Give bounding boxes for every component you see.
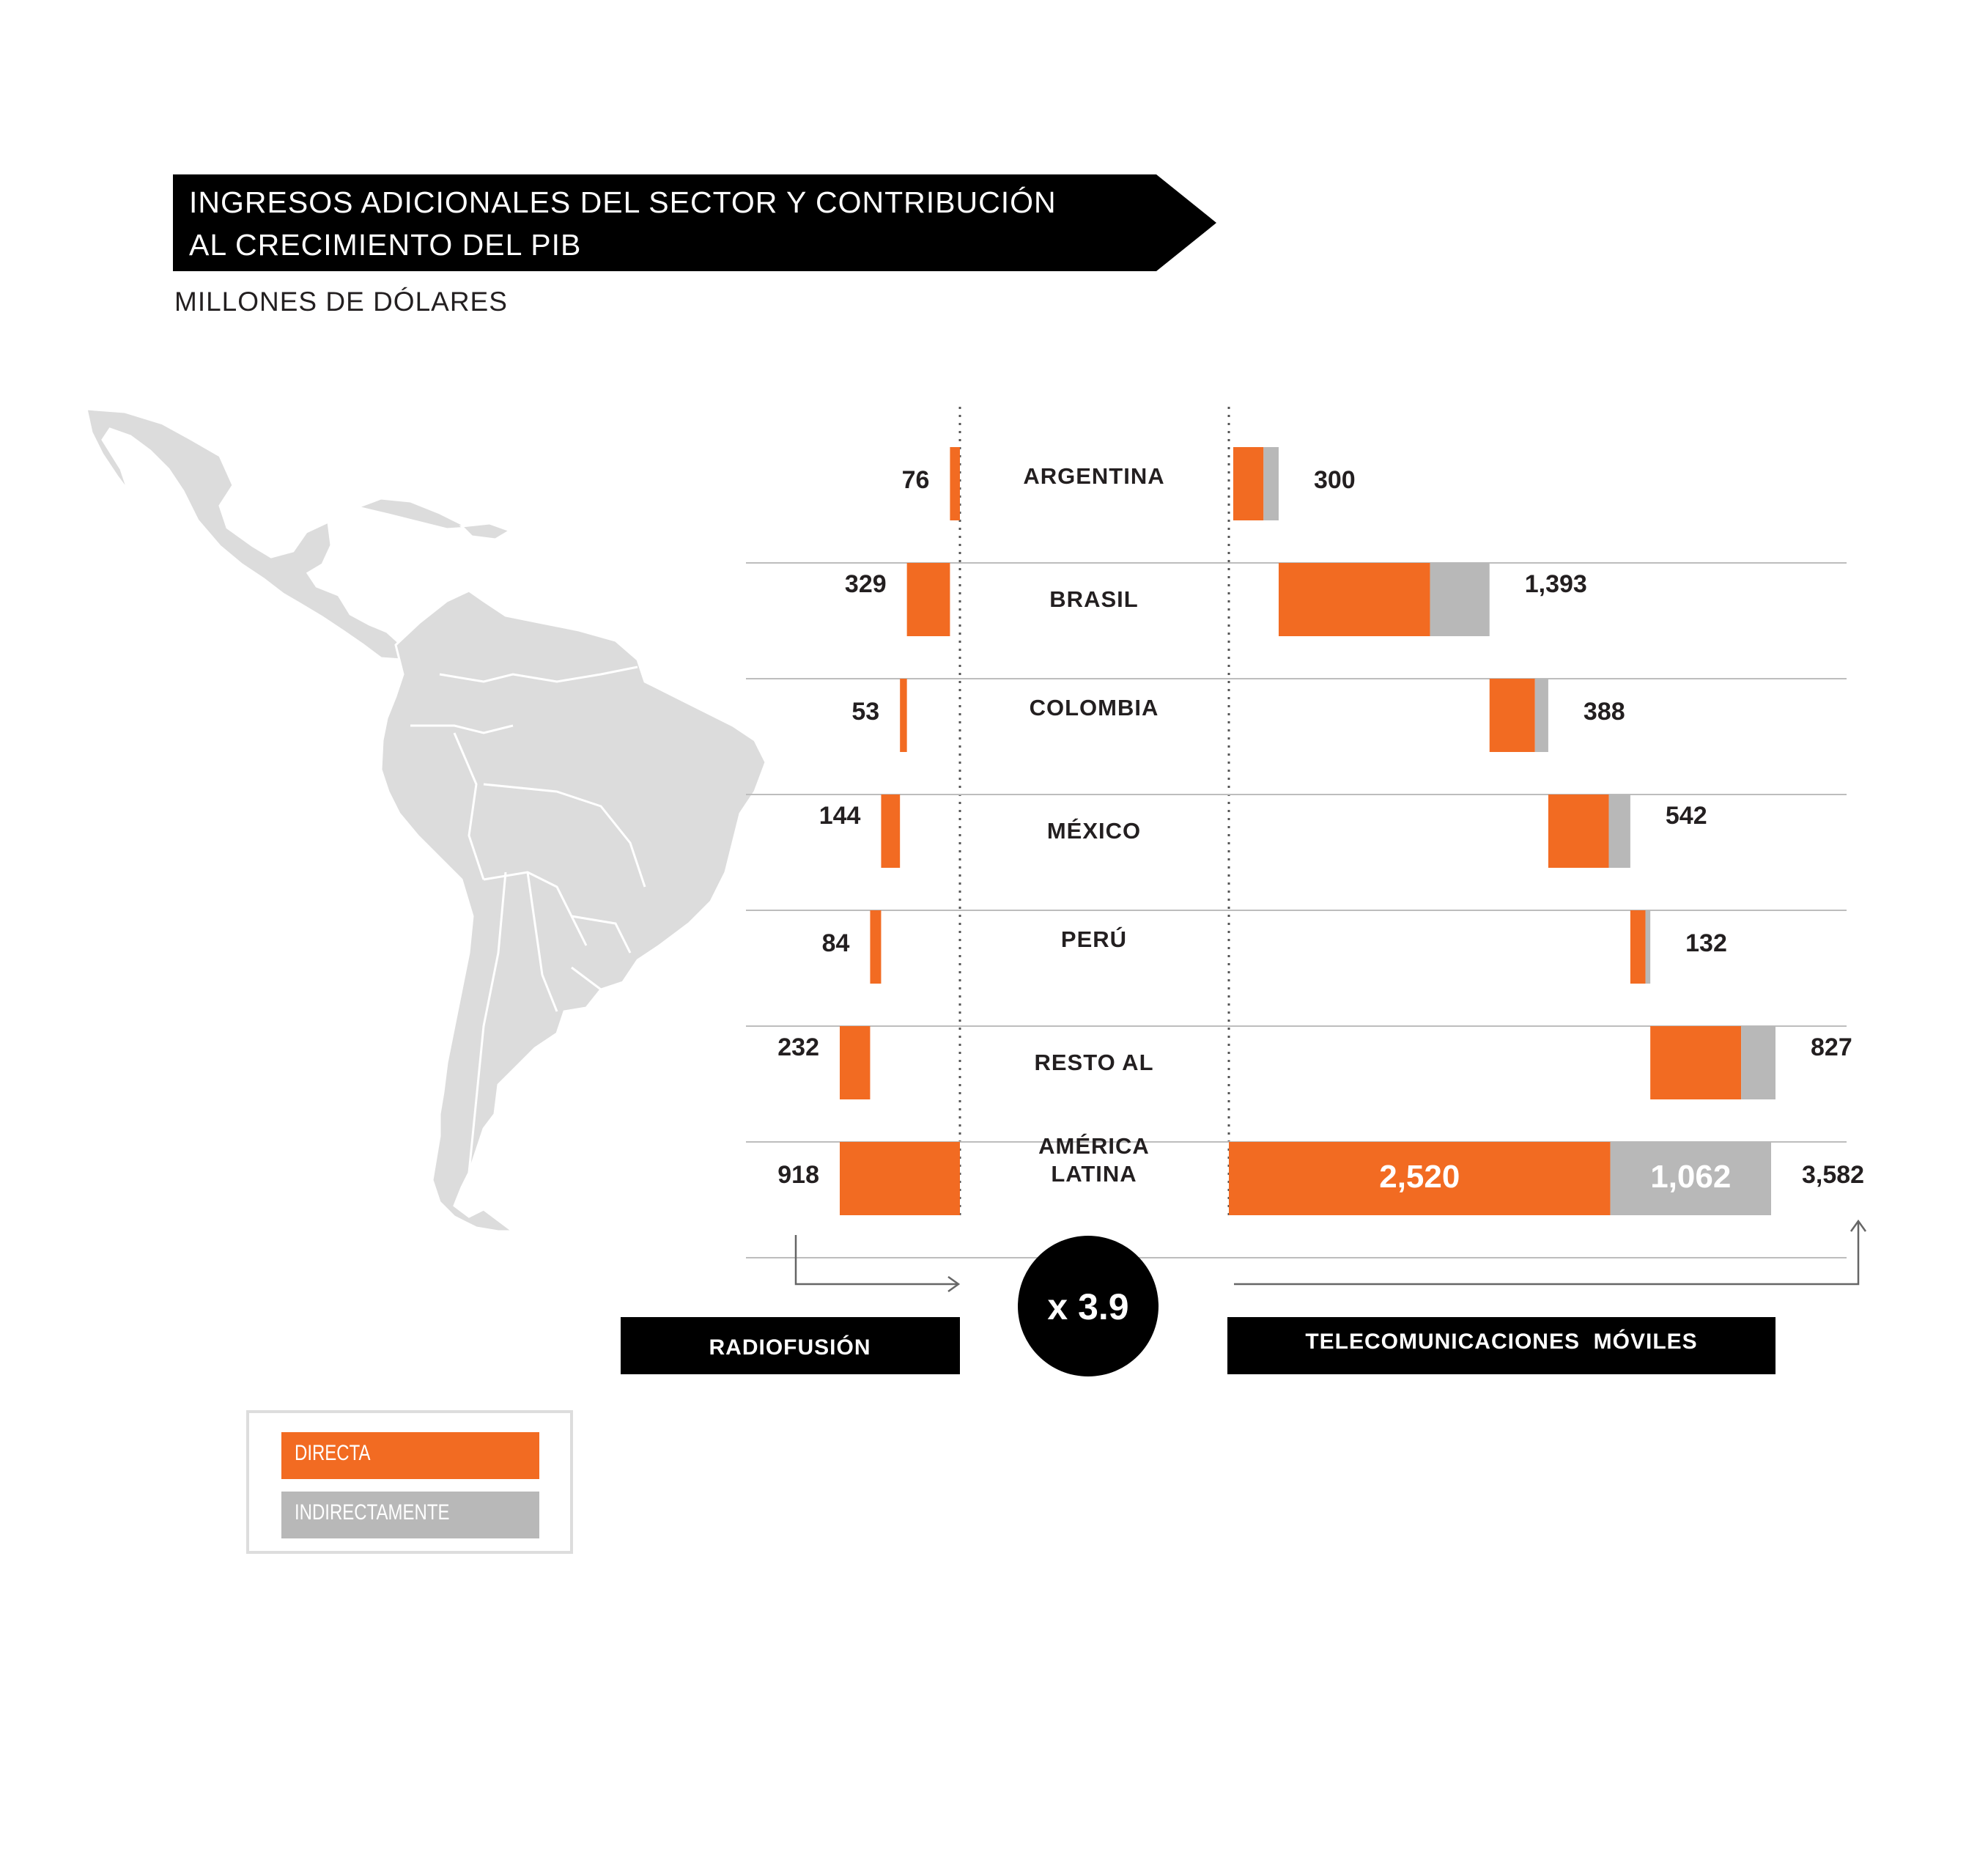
- radio-bar: [900, 679, 907, 752]
- category-label: LATINA: [1051, 1161, 1137, 1187]
- category-label: ARGENTINA: [1023, 463, 1164, 489]
- map-mexico: [85, 408, 403, 661]
- map-cuba: [353, 497, 473, 531]
- title-line1: INGRESOS ADICIONALES DEL SECTOR Y CONTRI…: [189, 185, 1057, 219]
- mobile-indirect-bar: [1645, 910, 1651, 984]
- map-south-america: [380, 589, 767, 1233]
- mobile-direct-bar: [1229, 1142, 1611, 1215]
- mobile-direct-inner-label: 2,520: [1379, 1159, 1460, 1195]
- title-line2: AL CRECIMIENTO DEL PIB: [189, 228, 581, 262]
- category-label: PERÚ: [1061, 926, 1127, 952]
- category-label: COLOMBIA: [1030, 695, 1159, 720]
- chart-row: 53 COLOMBIA 388: [746, 679, 1847, 795]
- radio-bar: [870, 910, 882, 984]
- radio-value-label: 144: [819, 802, 861, 830]
- radio-bar: [950, 447, 960, 520]
- radio-bar: [840, 1026, 871, 1099]
- title-banner: INGRESOS ADICIONALES DEL SECTOR Y CONTRI…: [173, 174, 1216, 271]
- chart-row: 144 MÉXICO 542: [746, 795, 1847, 911]
- mobile-direct-bar: [1548, 795, 1609, 868]
- category-label: AMÉRICA: [1038, 1133, 1150, 1159]
- mobile-indirect-bar: [1263, 447, 1279, 520]
- radio-value-label: 76: [902, 466, 930, 494]
- legend-label-direct: DIRECTA: [295, 1439, 371, 1464]
- radio-value-label: 84: [822, 929, 850, 957]
- radio-bar: [906, 563, 950, 636]
- section-right-text: TELECOMUNICACIONES MÓVILES: [1305, 1329, 1697, 1354]
- category-label: RESTO AL: [1034, 1050, 1153, 1075]
- legend-swatch-direct: [281, 1432, 539, 1479]
- arrow-right-icon: [794, 1235, 961, 1293]
- mobile-total-label: 132: [1685, 929, 1727, 957]
- chart-row: 232 RESTO AL 827: [746, 1026, 1852, 1143]
- mobile-direct-bar: [1233, 447, 1264, 520]
- multiplier-label: x 3.9: [1047, 1286, 1128, 1327]
- mobile-indirect-bar: [1534, 679, 1548, 752]
- map-borders: [410, 666, 646, 1173]
- map-hispaniola: [459, 522, 513, 541]
- mobile-indirect-bar: [1430, 563, 1490, 636]
- mobile-direct-bar: [1278, 563, 1430, 636]
- chart-row: 76 ARGENTINA 300: [746, 447, 1847, 564]
- title-banner-shape: [173, 174, 1216, 271]
- subtitle: MILLONES DE DÓLARES: [174, 287, 508, 317]
- mobile-total-label: 542: [1666, 802, 1707, 830]
- radio-value-label: 918: [777, 1161, 819, 1189]
- category-label: BRASIL: [1049, 586, 1138, 612]
- legend-label-indirect: INDIRECTAMENTE: [295, 1499, 449, 1524]
- mobile-indirect-bar: [1741, 1026, 1775, 1099]
- chart-row: 329 BRASIL 1,393: [746, 563, 1847, 679]
- radio-bar: [881, 795, 901, 868]
- mobile-indirect-inner-label: 1,062: [1650, 1159, 1731, 1195]
- chart-row: 84 PERÚ 132: [746, 910, 1847, 1027]
- section-label-left: RADIOFUSIÓN: [621, 1317, 960, 1374]
- mobile-direct-bar: [1650, 1026, 1742, 1099]
- mobile-total-label: 827: [1811, 1033, 1852, 1061]
- mobile-indirect-bar: [1610, 1142, 1771, 1215]
- mobile-indirect-bar: [1608, 795, 1630, 868]
- radio-value-label: 53: [851, 698, 879, 726]
- mobile-total-label: 3,582: [1802, 1161, 1864, 1189]
- mobile-total-label: 300: [1314, 466, 1356, 494]
- legend: DIRECTA INDIRECTAMENTE: [246, 1410, 573, 1554]
- category-label: MÉXICO: [1047, 818, 1141, 844]
- section-label-right: TELECOMUNICACIONES MÓVILES: [1227, 1317, 1775, 1374]
- legend-swatch-indirect: [281, 1492, 539, 1538]
- radio-value-label: 232: [777, 1033, 819, 1061]
- arrow-up-icon: [1234, 1219, 1867, 1286]
- mobile-total-label: 388: [1584, 698, 1625, 726]
- multiplier-circle: [1018, 1236, 1159, 1376]
- chart-rows: 76 ARGENTINA 300 329 BRASIL 1,393 53 COLOMBIA 38…: [746, 447, 1864, 1258]
- mobile-total-label: 1,393: [1525, 570, 1587, 598]
- mobile-direct-bar: [1489, 679, 1535, 752]
- latin-america-map: [85, 408, 767, 1233]
- radio-value-label: 329: [845, 570, 887, 598]
- radio-bar: [840, 1142, 960, 1215]
- section-left-text: RADIOFUSIÓN: [709, 1335, 871, 1360]
- mobile-direct-bar: [1630, 910, 1646, 984]
